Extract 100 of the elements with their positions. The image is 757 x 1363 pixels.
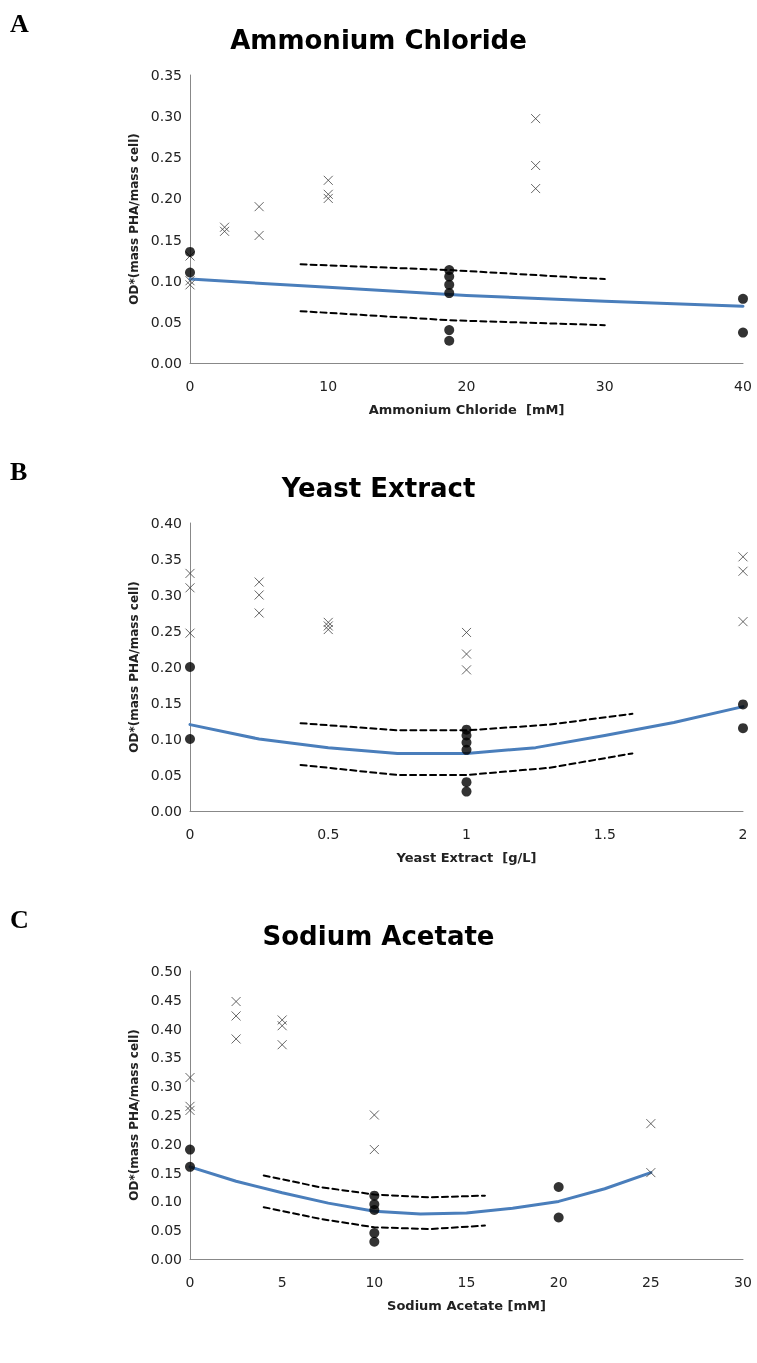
point (444, 325, 455, 336)
point (185, 275, 195, 286)
point (738, 551, 748, 562)
text: B (10, 456, 28, 486)
point (185, 1101, 195, 1112)
x-tick-label: 30 (734, 1274, 752, 1290)
point (738, 566, 748, 577)
point (254, 577, 265, 588)
x-tick-label: 0 (185, 378, 195, 394)
point (530, 160, 541, 171)
point (461, 627, 472, 638)
x-tick-label: 2 (738, 826, 748, 842)
text: A (10, 8, 29, 38)
y-tick-label: 0.00 (150, 1251, 182, 1267)
x-axis-title: Yeast Extract [g/L] (395, 850, 537, 865)
y-tick-label: 0.10 (150, 1193, 182, 1210)
y-tick-label: 0.45 (150, 991, 182, 1008)
y-tick-label: 0.05 (150, 767, 182, 783)
point (277, 1020, 288, 1031)
point (254, 590, 265, 600)
x-tick-label: 1 (462, 826, 471, 842)
x-tick-label: 20 (457, 378, 476, 394)
point (738, 723, 748, 734)
x-tick-label: 25 (641, 1274, 660, 1290)
y-tick-label: 0.50 (150, 963, 182, 979)
point (185, 267, 195, 278)
point (645, 1167, 656, 1178)
point (369, 1228, 380, 1239)
x-tick-label: 30 (595, 378, 614, 394)
line-series (262, 1174, 486, 1199)
point (185, 628, 195, 639)
y-tick-label: 0.15 (150, 1164, 182, 1181)
point (461, 786, 472, 797)
point (369, 1236, 380, 1247)
x-tick-label: 20 (549, 1274, 568, 1290)
point (461, 664, 472, 675)
x-tick-label: 0.5 (317, 826, 340, 842)
y-axis-title: OD*(mass PHA/mass cell) (126, 1029, 141, 1201)
point (254, 230, 265, 241)
point (231, 996, 242, 1007)
point (254, 201, 265, 212)
point (369, 1190, 380, 1201)
y-tick-label: 0.10 (150, 272, 182, 289)
point (369, 1110, 380, 1120)
point (185, 246, 195, 257)
point (323, 175, 334, 186)
y-tick-label: 0.05 (150, 313, 182, 330)
point (553, 1182, 564, 1192)
point (369, 1144, 380, 1155)
x-tick-label: 40 (734, 378, 752, 394)
point (185, 582, 195, 593)
y-tick-label: 0.30 (150, 1078, 182, 1095)
point (553, 1212, 564, 1223)
point (185, 568, 195, 579)
point (185, 1105, 195, 1116)
y-tick-label: 0.00 (150, 803, 182, 819)
chart-title: Sodium Acetate (262, 921, 495, 951)
point (323, 189, 334, 200)
y-tick-label: 0.15 (150, 231, 182, 248)
point (185, 1161, 195, 1172)
y-tick-label: 0.20 (150, 190, 182, 207)
point (738, 327, 748, 338)
point (444, 288, 455, 299)
point (530, 183, 541, 194)
point (219, 226, 230, 237)
y-tick-label: 0.25 (150, 149, 182, 166)
x-tick-label: 1.5 (593, 826, 616, 842)
point (645, 1118, 656, 1129)
y-tick-label: 0.35 (150, 551, 182, 567)
chart-title: Ammonium Chloride (230, 25, 527, 55)
point (738, 699, 748, 710)
point (185, 1072, 195, 1083)
y-tick-label: 0.00 (150, 355, 182, 371)
y-tick-label: 0.25 (150, 623, 182, 639)
x-axis-title: Sodium Acetate [mM] (387, 1298, 546, 1313)
point (461, 649, 472, 660)
point (219, 222, 230, 233)
point (277, 1014, 288, 1025)
y-tick-label: 0.40 (150, 1020, 182, 1037)
x-tick-label: 0 (185, 1274, 195, 1290)
y-tick-label: 0.30 (150, 587, 182, 603)
point (185, 734, 195, 744)
x-tick-label: 5 (277, 1274, 287, 1290)
x-tick-label: 0 (185, 826, 195, 842)
y-tick-label: 0.35 (150, 67, 182, 83)
y-axis-title: OD*(mass PHA/mass cell) (126, 581, 141, 753)
y-tick-label: 0.30 (150, 108, 182, 125)
y-tick-label: 0.20 (150, 1135, 182, 1152)
x-axis-title: Ammonium Chloride [mM] (368, 402, 565, 417)
point (185, 279, 195, 290)
point (738, 616, 748, 627)
point (231, 1033, 242, 1044)
point (461, 777, 472, 788)
point (185, 1144, 195, 1155)
point (323, 193, 334, 204)
y-tick-label: 0.40 (150, 515, 182, 531)
x-tick-label: 10 (365, 1274, 384, 1290)
y-tick-label: 0.35 (150, 1049, 182, 1066)
point (185, 662, 195, 672)
point (254, 608, 265, 618)
